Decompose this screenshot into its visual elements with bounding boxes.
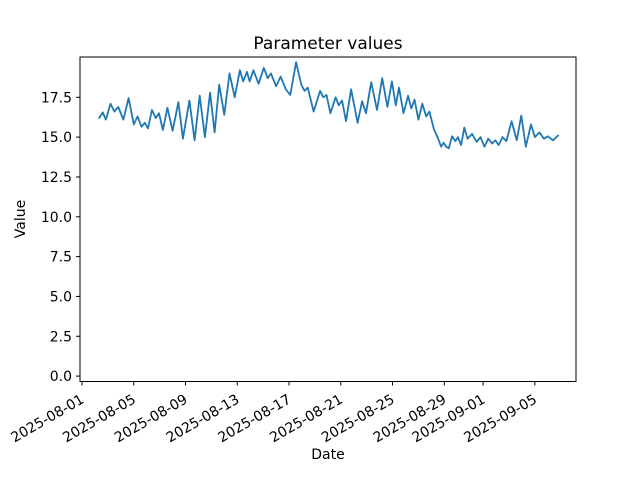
y-tick-label: 2.5 [50, 329, 72, 345]
y-tick-label: 0.0 [50, 369, 72, 385]
y-axis-label: Value [13, 200, 29, 238]
y-tick-label: 12.5 [41, 170, 72, 186]
y-tick-label: 10.0 [41, 210, 72, 226]
chart-title: Parameter values [253, 34, 402, 54]
y-axis-ticks: 0.0 2.5 5.0 7.5 10.0 12.5 15.0 17.5 [41, 90, 80, 385]
y-tick-label: 7.5 [50, 250, 72, 266]
y-tick-label: 17.5 [41, 90, 72, 106]
axes-frame [79, 56, 577, 382]
series-line-parameter-values [98, 61, 559, 150]
data-series [98, 61, 559, 150]
y-tick-label: 5.0 [50, 289, 72, 305]
y-tick-label: 15.0 [41, 130, 72, 146]
x-axis-label: Date [311, 447, 344, 463]
